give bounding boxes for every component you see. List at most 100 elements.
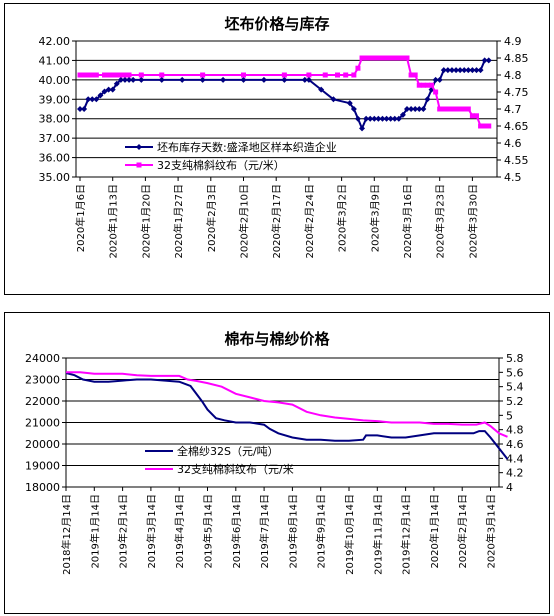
data-point [416,82,422,88]
data-point [363,115,370,122]
data-point [354,115,361,122]
x-tick-label: 2020年2月10日 [238,184,251,259]
data-point [126,76,133,83]
chart-title: 棉布与棉纱价格 [224,330,330,348]
y-right-tick-label: 4.6 [504,137,522,150]
y-left-tick-label: 39.00 [39,93,71,106]
y-right-tick-label: 5.2 [506,395,524,408]
data-point [97,92,104,99]
data-point [281,76,288,83]
data-point [465,106,471,112]
series-line-2 [66,371,508,438]
y-left-tick-label: 24000 [25,352,60,365]
data-point [420,82,426,88]
data-point [322,72,328,78]
x-tick-label: 2020年3月14日 [485,494,498,569]
plot-area [75,40,498,178]
series-line-1 [80,59,489,131]
data-point [199,76,206,83]
data-point [485,57,492,64]
y-left-tick-label: 20000 [25,438,60,451]
data-point [109,86,116,93]
data-point [399,111,406,118]
x-tick-label: 2019年6月14日 [230,494,243,569]
y-left-tick-label: 40.00 [39,74,71,87]
y-right-tick-label: 4.8 [506,424,524,437]
data-point [363,55,369,61]
y-left-tick-label: 35.00 [39,171,71,184]
y-right-tick-label: 4.55 [504,154,529,167]
y-right-tick-label: 4.8 [504,69,522,82]
data-point [93,72,99,78]
data-point [400,55,406,61]
data-point [486,123,492,129]
y-left-tick-label: 38.00 [39,113,71,126]
y-right-tick-label: 4.7 [504,103,522,116]
data-point [355,65,361,71]
legend-marker [136,144,142,150]
x-tick-label: 2020年1月14日 [428,494,441,569]
data-point [440,67,447,74]
y-left-tick-label: 42.00 [39,35,71,48]
y-right-tick-label: 4.65 [504,120,529,133]
data-point [77,106,83,112]
data-point [301,76,308,83]
x-tick-label: 2020年2月3日 [205,184,218,252]
data-point [77,72,83,78]
x-tick-label: 2019年1月14日 [88,494,101,569]
data-point [461,106,467,112]
data-point [473,113,479,119]
data-point [453,106,459,112]
data-point [408,106,415,112]
data-point [121,76,128,83]
data-point [379,115,386,122]
data-point [441,106,447,112]
data-point [113,80,120,87]
data-point [384,55,390,61]
data-point [375,55,381,61]
y-left-tick-label: 23000 [25,374,60,387]
data-point [367,55,373,61]
data-point [436,76,443,83]
data-point [105,86,112,93]
data-point [482,123,488,129]
data-point [404,106,410,112]
data-point [330,96,337,103]
data-point [416,106,423,112]
data-point [89,72,95,78]
data-point [432,76,439,83]
legend-label-1: 坯布库存天数:盛泽地区样本织造企业 [157,140,337,154]
y-left-tick-label: 21000 [25,417,60,430]
data-point [457,106,463,112]
data-point [101,88,108,95]
y-left-tick-label: 37.00 [39,132,71,145]
data-point [350,106,357,112]
data-point [444,67,451,74]
data-point [306,72,312,78]
data-point [379,55,385,61]
data-point [429,82,435,88]
data-point [158,76,165,83]
x-tick-label: 2019年2月14日 [117,494,130,569]
data-point [396,55,402,61]
data-point [335,72,341,78]
data-point [126,72,132,78]
data-point [453,67,460,74]
data-point [130,76,137,83]
data-point [138,72,144,78]
legend-label-2: 32支纯棉斜纹布（元/米 [177,462,294,476]
data-point [387,115,394,122]
data-point [159,72,165,78]
data-point [359,55,365,61]
chart-panel-cloth-yarn: 棉布与棉纱价格 18000 19000 20000 21000 22000 23000 24… [4,312,550,614]
data-point [392,55,398,61]
data-point [473,67,480,74]
x-tick-label: 2020年2月14日 [456,494,469,569]
chart-panel-inventory-price: 坯布价格与库存 35.00 36.00 37.00 38.00 39.00 40.00 41… [4,3,550,295]
data-point [281,72,287,78]
x-tick-label: 2020年3月30日 [466,184,479,259]
x-tick-label: 2019年9月14日 [315,494,328,569]
data-point [359,125,366,132]
y-right-tick-label: 4.4 [506,452,524,465]
y-left-tick-label: 41.00 [39,54,71,67]
